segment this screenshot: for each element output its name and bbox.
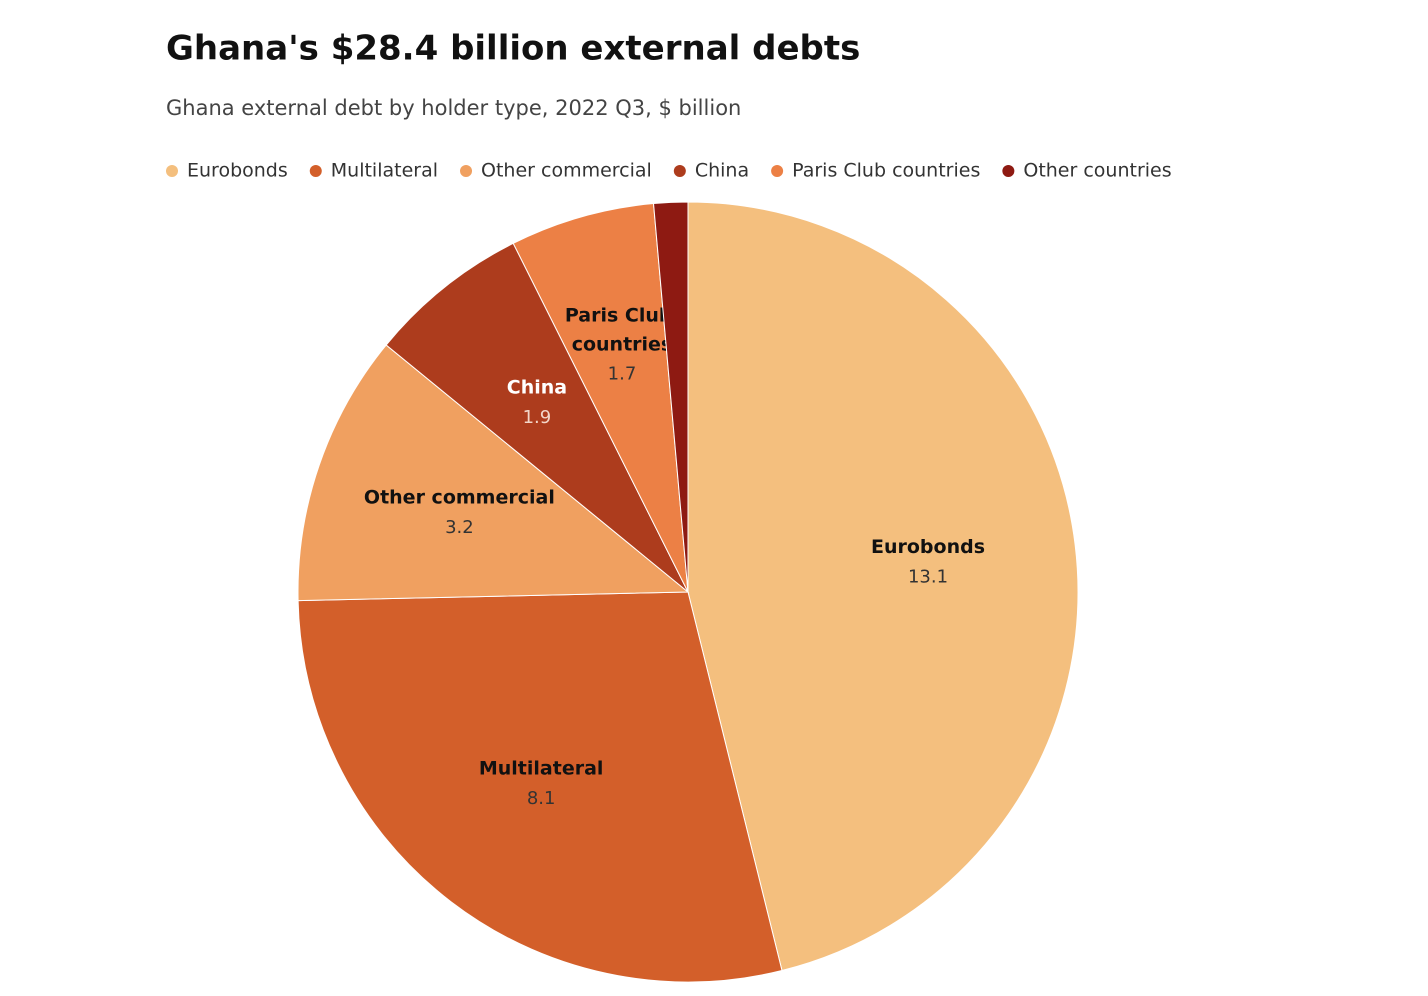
legend-label: Multilateral — [331, 160, 438, 182]
legend-label: China — [695, 160, 749, 182]
slice-value: 1.7 — [608, 363, 637, 384]
pie-slice — [687, 201, 1079, 972]
legend-label: Eurobonds — [187, 160, 288, 182]
chart-subtitle: Ghana external debt by holder type, 2022… — [166, 96, 741, 120]
legend-swatch — [460, 165, 473, 177]
slice-value: 13.1 — [908, 567, 948, 588]
slice-label: Multilateral — [479, 758, 604, 780]
slice-value: 1.9 — [523, 407, 552, 428]
pie-slice — [297, 344, 690, 602]
legend-label: Other commercial — [481, 160, 652, 182]
pie-slice — [297, 591, 783, 983]
slice-label: Paris Club countries — [565, 304, 679, 355]
legend-swatch — [673, 165, 686, 177]
slice-label: Other commercial — [364, 487, 555, 509]
legend-label: Paris Club countries — [792, 160, 980, 182]
slice-label: Eurobonds — [871, 536, 985, 558]
legend-swatch — [166, 165, 178, 177]
legend-swatch — [309, 165, 322, 177]
legend-swatch — [1002, 165, 1015, 177]
pie-slice — [385, 242, 689, 593]
slice-value: 3.2 — [445, 517, 474, 538]
pie-slice — [512, 202, 689, 593]
legend-label: Other countries — [1023, 160, 1171, 182]
slice-label-line: Paris Club — [565, 304, 679, 326]
legend-swatch — [771, 165, 784, 177]
chart-title: Ghana's $28.4 billion external debts — [166, 29, 860, 69]
pie-slice — [652, 201, 689, 593]
slice-label: China — [507, 377, 567, 399]
slice-value: 8.1 — [527, 788, 556, 809]
slice-label-line: countries — [572, 333, 673, 355]
